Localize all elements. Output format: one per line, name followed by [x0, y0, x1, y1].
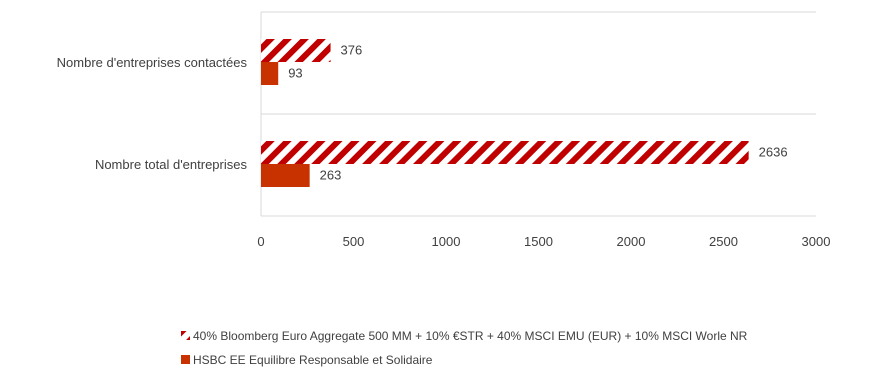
data-label: 263 — [320, 168, 342, 183]
bar — [261, 62, 279, 85]
x-tick-label: 0 — [257, 234, 264, 249]
data-label: 93 — [288, 66, 302, 81]
category-label: Nombre total d'entreprises — [95, 157, 248, 172]
bar — [261, 141, 749, 164]
x-tick-label: 3000 — [802, 234, 831, 249]
bar — [261, 164, 310, 187]
category-label: Nombre d'entreprises contactées — [57, 55, 248, 70]
x-tick-label: 2000 — [617, 234, 646, 249]
x-tick-label: 2500 — [709, 234, 738, 249]
legend-swatch — [181, 355, 190, 364]
legend-label: HSBC EE Equilibre Responsable et Solidai… — [193, 353, 433, 367]
data-label: 376 — [341, 43, 363, 58]
x-tick-label: 1000 — [432, 234, 461, 249]
bar — [261, 39, 331, 62]
data-label: 2636 — [759, 145, 788, 160]
legend-label: 40% Bloomberg Euro Aggregate 500 MM + 10… — [193, 329, 748, 343]
x-tick-label: 1500 — [524, 234, 553, 249]
legend-swatch — [181, 331, 190, 340]
x-tick-label: 500 — [343, 234, 365, 249]
